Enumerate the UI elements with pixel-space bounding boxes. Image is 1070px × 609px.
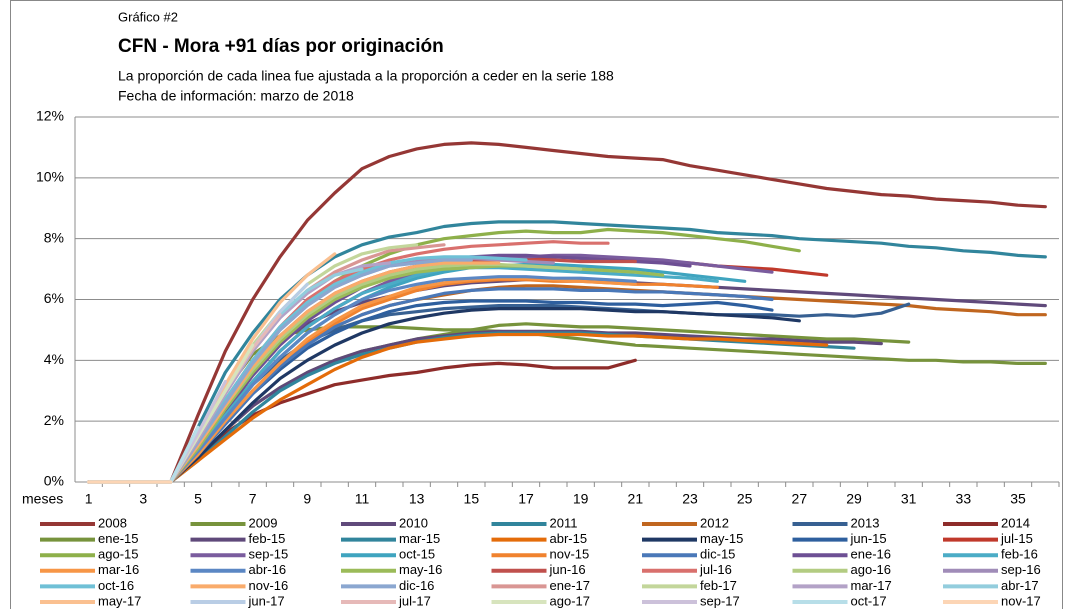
legend-label: abr-15	[550, 531, 588, 546]
legend-label: abr-16	[249, 562, 287, 577]
series-line	[87, 332, 829, 484]
legend-label: oct-17	[851, 593, 887, 608]
y-tick-label: 6%	[44, 290, 64, 306]
legend-label: ene-17	[550, 578, 590, 593]
y-tick-label: 8%	[44, 229, 64, 245]
legend-label: nov-15	[550, 547, 590, 562]
legend-label: ago-16	[851, 562, 891, 577]
legend-label: 2011	[550, 515, 578, 530]
legend-label: ago-15	[98, 547, 138, 562]
chart-note: Fecha de información: marzo de 2018	[118, 88, 354, 104]
legend-label: dic-16	[399, 578, 434, 593]
y-tick-label: 12%	[36, 108, 64, 124]
x-tick-label: 27	[792, 491, 808, 507]
x-tick-label: 19	[573, 491, 589, 507]
series-line	[87, 141, 1047, 484]
x-tick-label: 1	[85, 491, 93, 507]
legend-label: 2010	[399, 515, 428, 530]
x-tick-label: 15	[464, 491, 480, 507]
y-tick-label: 10%	[36, 169, 64, 185]
legend-label: may-17	[98, 593, 141, 608]
legend-label: ago-17	[550, 593, 590, 608]
chart-supertitle: Gráfico #2	[118, 9, 178, 24]
legend-label: jul-17	[398, 593, 431, 608]
y-tick-label: 4%	[44, 351, 64, 367]
series-line	[87, 220, 1047, 484]
legend-label: may-16	[399, 562, 442, 577]
chart-subtitle: La proporción de cada linea fue ajustada…	[118, 68, 614, 84]
series-line	[87, 262, 583, 484]
chart-title: CFN - Mora +91 días por originación	[118, 36, 444, 57]
x-axis-label: meses	[22, 491, 63, 507]
series-line	[87, 307, 801, 484]
y-tick-label: 0%	[44, 473, 64, 489]
legend-label: mar-15	[399, 531, 440, 546]
x-tick-label: 23	[682, 491, 698, 507]
legend-label: 2008	[98, 515, 127, 530]
x-tick-label: 35	[1010, 491, 1026, 507]
x-tick-label: 25	[737, 491, 753, 507]
x-tick-label: 31	[901, 491, 917, 507]
legend-label: jun-16	[549, 562, 586, 577]
x-tick-label: 3	[139, 491, 147, 507]
legend-label: sep-15	[249, 547, 289, 562]
x-tick-label: 9	[303, 491, 311, 507]
legend-label: jun-15	[850, 531, 887, 546]
legend-label: abr-17	[1001, 578, 1039, 593]
x-tick-label: 11	[355, 491, 370, 507]
legend-label: sep-17	[700, 593, 740, 608]
legend-label: ene-15	[98, 531, 138, 546]
y-tick-label: 2%	[44, 412, 64, 428]
series-line	[87, 331, 856, 484]
legend-label: sep-16	[1001, 562, 1041, 577]
legend-label: mar-16	[98, 562, 139, 577]
legend-label: ene-16	[851, 547, 891, 562]
x-tick-label: 7	[249, 491, 257, 507]
legend-label: may-15	[700, 531, 743, 546]
legend-label: nov-17	[1001, 593, 1041, 608]
legend-label: jun-17	[248, 593, 285, 608]
chart-frame	[10, 0, 1063, 609]
x-tick-label: 33	[956, 491, 972, 507]
legend-label: oct-15	[399, 547, 435, 562]
legend-label: dic-15	[700, 547, 735, 562]
legend-label: feb-16	[1001, 547, 1038, 562]
legend-label: 2009	[249, 515, 278, 530]
x-tick-label: 17	[518, 491, 534, 507]
legend-label: jul-15	[1000, 531, 1033, 546]
legend-label: nov-16	[249, 578, 289, 593]
legend-label: jul-16	[699, 562, 732, 577]
legend-label: mar-17	[851, 578, 892, 593]
x-tick-label: 13	[409, 491, 425, 507]
x-tick-label: 5	[194, 491, 202, 507]
legend-label: feb-15	[249, 531, 286, 546]
legend-label: 2012	[700, 515, 729, 530]
legend-label: oct-16	[98, 578, 134, 593]
x-tick-label: 21	[628, 491, 644, 507]
x-tick-label: 29	[846, 491, 862, 507]
legend-label: feb-17	[700, 578, 737, 593]
legend-label: 2014	[1001, 515, 1030, 530]
legend-label: 2013	[851, 515, 880, 530]
